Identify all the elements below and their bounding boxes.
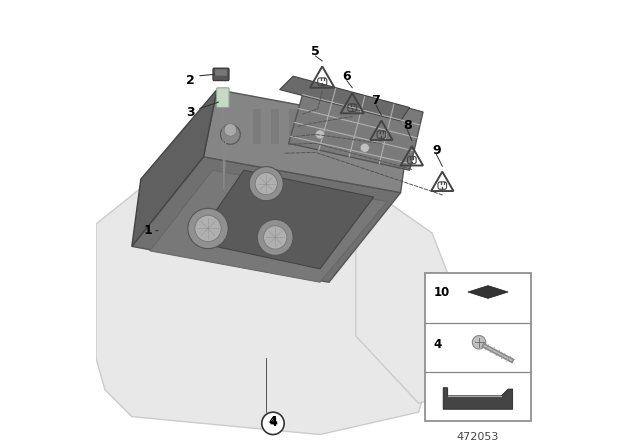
Circle shape <box>316 130 324 139</box>
FancyBboxPatch shape <box>324 109 333 143</box>
Text: 9: 9 <box>432 143 441 157</box>
Text: 4: 4 <box>433 338 442 351</box>
FancyBboxPatch shape <box>216 88 229 108</box>
FancyBboxPatch shape <box>213 68 229 81</box>
Polygon shape <box>132 90 217 246</box>
Polygon shape <box>280 76 410 121</box>
Text: 7: 7 <box>372 94 380 108</box>
Circle shape <box>249 167 284 201</box>
Circle shape <box>224 124 237 136</box>
Polygon shape <box>132 157 401 282</box>
Circle shape <box>262 412 284 435</box>
Circle shape <box>221 125 240 144</box>
FancyBboxPatch shape <box>307 109 315 143</box>
Text: 472053: 472053 <box>457 432 499 442</box>
Text: 10: 10 <box>433 286 449 300</box>
Polygon shape <box>443 388 513 409</box>
Text: 5: 5 <box>311 45 320 58</box>
Text: 4: 4 <box>269 418 277 428</box>
FancyBboxPatch shape <box>342 109 351 143</box>
Polygon shape <box>195 170 374 269</box>
Polygon shape <box>289 81 423 170</box>
FancyBboxPatch shape <box>289 109 297 143</box>
Polygon shape <box>356 202 463 403</box>
FancyBboxPatch shape <box>215 69 227 76</box>
Circle shape <box>255 172 277 195</box>
Text: 1: 1 <box>143 224 152 237</box>
Circle shape <box>360 143 369 152</box>
Circle shape <box>188 208 228 249</box>
FancyBboxPatch shape <box>253 109 261 143</box>
Text: 4: 4 <box>269 414 277 428</box>
FancyBboxPatch shape <box>425 273 531 421</box>
Polygon shape <box>204 90 410 193</box>
Text: 2: 2 <box>186 74 195 87</box>
Circle shape <box>257 220 293 255</box>
Polygon shape <box>96 170 432 435</box>
Text: 3: 3 <box>186 105 195 119</box>
FancyBboxPatch shape <box>271 109 279 143</box>
Text: 8: 8 <box>403 119 412 132</box>
Polygon shape <box>150 170 387 282</box>
Circle shape <box>195 215 221 241</box>
Text: 6: 6 <box>342 69 351 83</box>
Polygon shape <box>468 286 508 298</box>
Circle shape <box>264 226 287 249</box>
Circle shape <box>472 336 486 349</box>
